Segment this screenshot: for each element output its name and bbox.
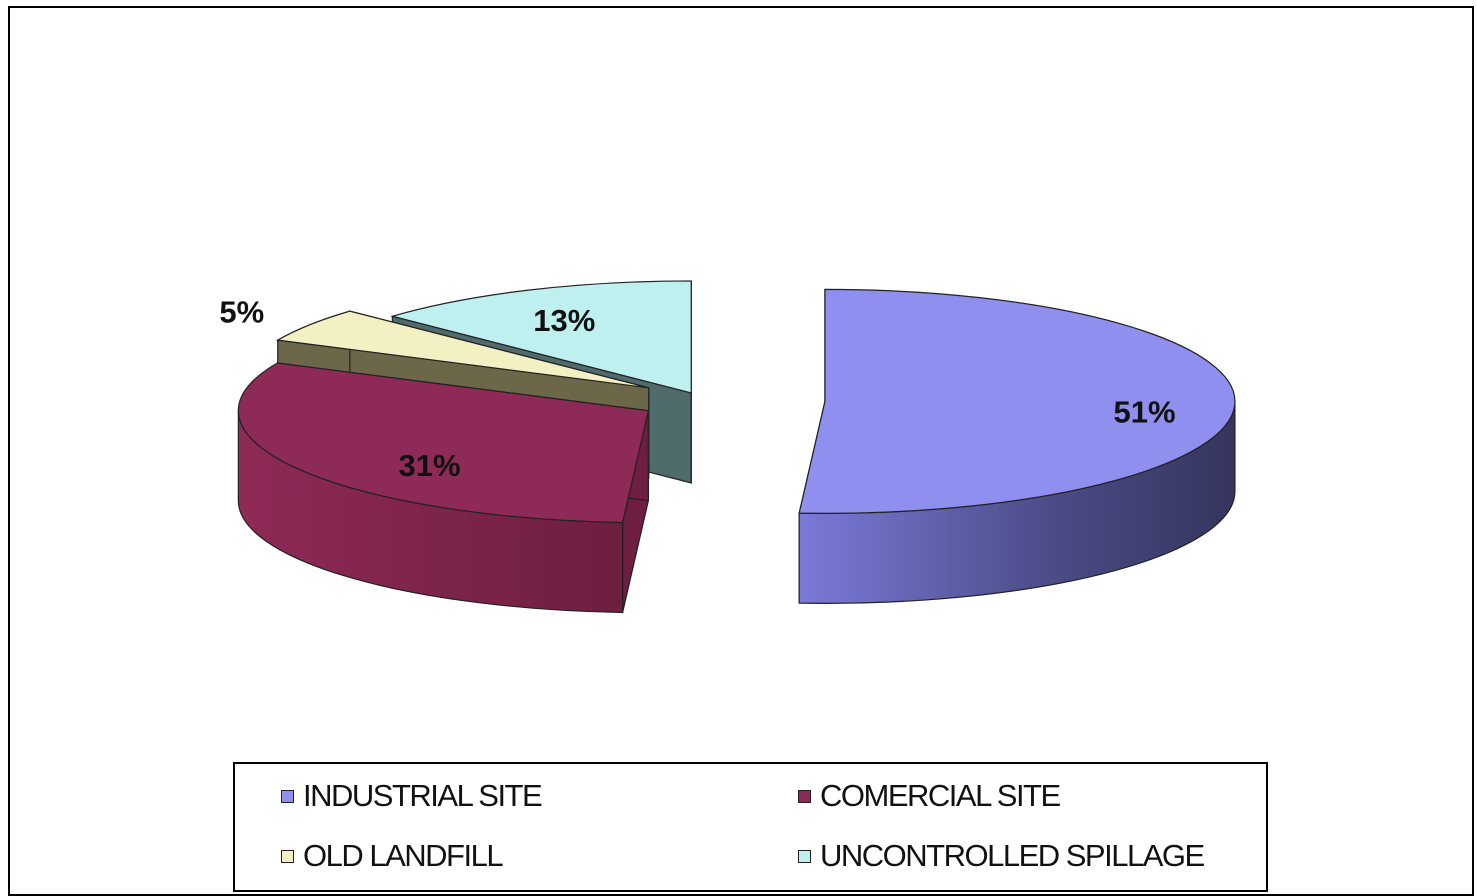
slice-top xyxy=(798,288,1236,514)
data-label-comercial-site: 31% xyxy=(399,448,461,483)
legend: INDUSTRIAL SITE COMERCIAL SITE OLD LANDF… xyxy=(233,762,1268,892)
legend-label: OLD LANDFILL xyxy=(303,838,504,873)
pie-slice-comercial-site xyxy=(237,362,650,614)
legend-swatch xyxy=(281,849,294,863)
legend-item-comercial-site: COMERCIAL SITE xyxy=(798,776,1061,816)
pie-slice-industrial-site xyxy=(798,288,1236,604)
data-label-industrial-site: 51% xyxy=(1114,394,1176,429)
data-label-old-landfill: 5% xyxy=(219,294,264,329)
legend-item-old-landfill: OLD LANDFILL xyxy=(281,836,504,876)
slice-top xyxy=(275,310,649,389)
legend-swatch xyxy=(281,789,294,803)
legend-item-uncontrolled-spillage: UNCONTROLLED SPILLAGE xyxy=(798,836,1205,876)
legend-label: COMERCIAL SITE xyxy=(820,778,1061,813)
legend-swatch xyxy=(798,849,811,863)
legend-label: UNCONTROLLED SPILLAGE xyxy=(820,838,1205,873)
slice-top xyxy=(237,362,650,524)
legend-item-industrial-site: INDUSTRIAL SITE xyxy=(281,776,543,816)
legend-label: INDUSTRIAL SITE xyxy=(303,778,543,813)
legend-swatch xyxy=(798,789,811,803)
data-label-uncontrolled-spillage: 13% xyxy=(533,303,595,338)
slice-top xyxy=(390,280,692,394)
